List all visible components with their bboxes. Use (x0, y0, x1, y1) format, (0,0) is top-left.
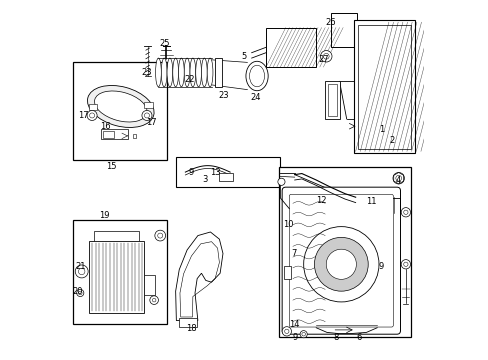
Bar (88, 241, 144, 313)
Text: 23: 23 (218, 91, 229, 100)
Ellipse shape (155, 58, 161, 87)
Text: 1: 1 (379, 125, 384, 134)
Bar (144, 275, 155, 295)
Bar (215, 58, 222, 87)
Ellipse shape (87, 85, 154, 127)
Text: 11: 11 (366, 197, 376, 206)
Circle shape (149, 296, 158, 305)
Bar (357, 25, 410, 149)
Bar (265, 28, 316, 67)
Ellipse shape (195, 58, 201, 87)
Ellipse shape (249, 65, 264, 87)
Ellipse shape (172, 58, 178, 87)
Circle shape (325, 249, 356, 279)
Text: 2: 2 (388, 136, 393, 145)
Text: 9: 9 (188, 168, 193, 177)
Bar (325, 81, 339, 119)
Circle shape (155, 230, 165, 241)
Circle shape (77, 289, 83, 297)
Ellipse shape (245, 61, 267, 91)
Circle shape (400, 208, 410, 217)
Bar (284, 266, 290, 279)
Circle shape (392, 172, 404, 184)
Text: 14: 14 (288, 320, 299, 329)
Circle shape (277, 178, 285, 185)
Bar (101, 129, 128, 139)
Bar (73, 62, 167, 159)
Text: 20: 20 (72, 287, 83, 296)
Circle shape (87, 111, 97, 121)
Ellipse shape (201, 58, 207, 87)
Text: 8: 8 (333, 333, 338, 342)
Text: 7: 7 (290, 249, 296, 258)
Text: 24: 24 (249, 93, 260, 102)
Bar (327, 84, 336, 116)
Text: 10: 10 (283, 220, 293, 229)
Bar (330, 13, 357, 47)
Text: 12: 12 (316, 196, 326, 205)
Circle shape (75, 265, 88, 278)
Text: 22: 22 (183, 75, 194, 84)
Circle shape (282, 327, 291, 336)
Text: 13: 13 (210, 168, 221, 177)
Text: 25: 25 (159, 39, 170, 48)
Bar (102, 131, 113, 138)
Ellipse shape (167, 58, 172, 87)
Circle shape (303, 226, 378, 302)
Bar (132, 134, 136, 138)
Ellipse shape (178, 58, 184, 87)
Text: 15: 15 (105, 162, 116, 171)
Text: 9: 9 (291, 333, 297, 342)
Bar (176, 157, 280, 187)
Text: 9: 9 (377, 262, 383, 271)
Text: 27: 27 (317, 55, 328, 64)
Text: 4: 4 (395, 176, 401, 185)
Circle shape (314, 237, 367, 291)
Bar (88, 104, 97, 110)
Ellipse shape (207, 58, 212, 87)
Ellipse shape (190, 58, 195, 87)
FancyBboxPatch shape (282, 187, 400, 334)
Bar (94, 231, 139, 241)
Bar (144, 102, 153, 108)
Text: 17: 17 (79, 111, 89, 120)
Circle shape (300, 330, 306, 338)
Circle shape (320, 50, 331, 62)
Circle shape (400, 260, 410, 269)
Bar (278, 167, 410, 337)
Bar (219, 173, 233, 181)
Text: 18: 18 (186, 324, 197, 333)
Text: 6: 6 (356, 333, 361, 342)
Text: 23: 23 (142, 68, 152, 77)
Text: 19: 19 (99, 211, 109, 220)
Bar (353, 21, 414, 153)
Text: 3: 3 (202, 175, 207, 184)
Bar (179, 318, 196, 327)
Text: 5: 5 (241, 52, 246, 61)
Text: 21: 21 (75, 262, 85, 271)
Polygon shape (175, 232, 223, 320)
Text: 26: 26 (325, 18, 335, 27)
Text: 16: 16 (100, 122, 111, 131)
Text: 17: 17 (145, 118, 156, 127)
Bar (73, 220, 167, 324)
Ellipse shape (161, 58, 167, 87)
Circle shape (142, 111, 152, 121)
Ellipse shape (184, 58, 190, 87)
Ellipse shape (94, 91, 147, 122)
